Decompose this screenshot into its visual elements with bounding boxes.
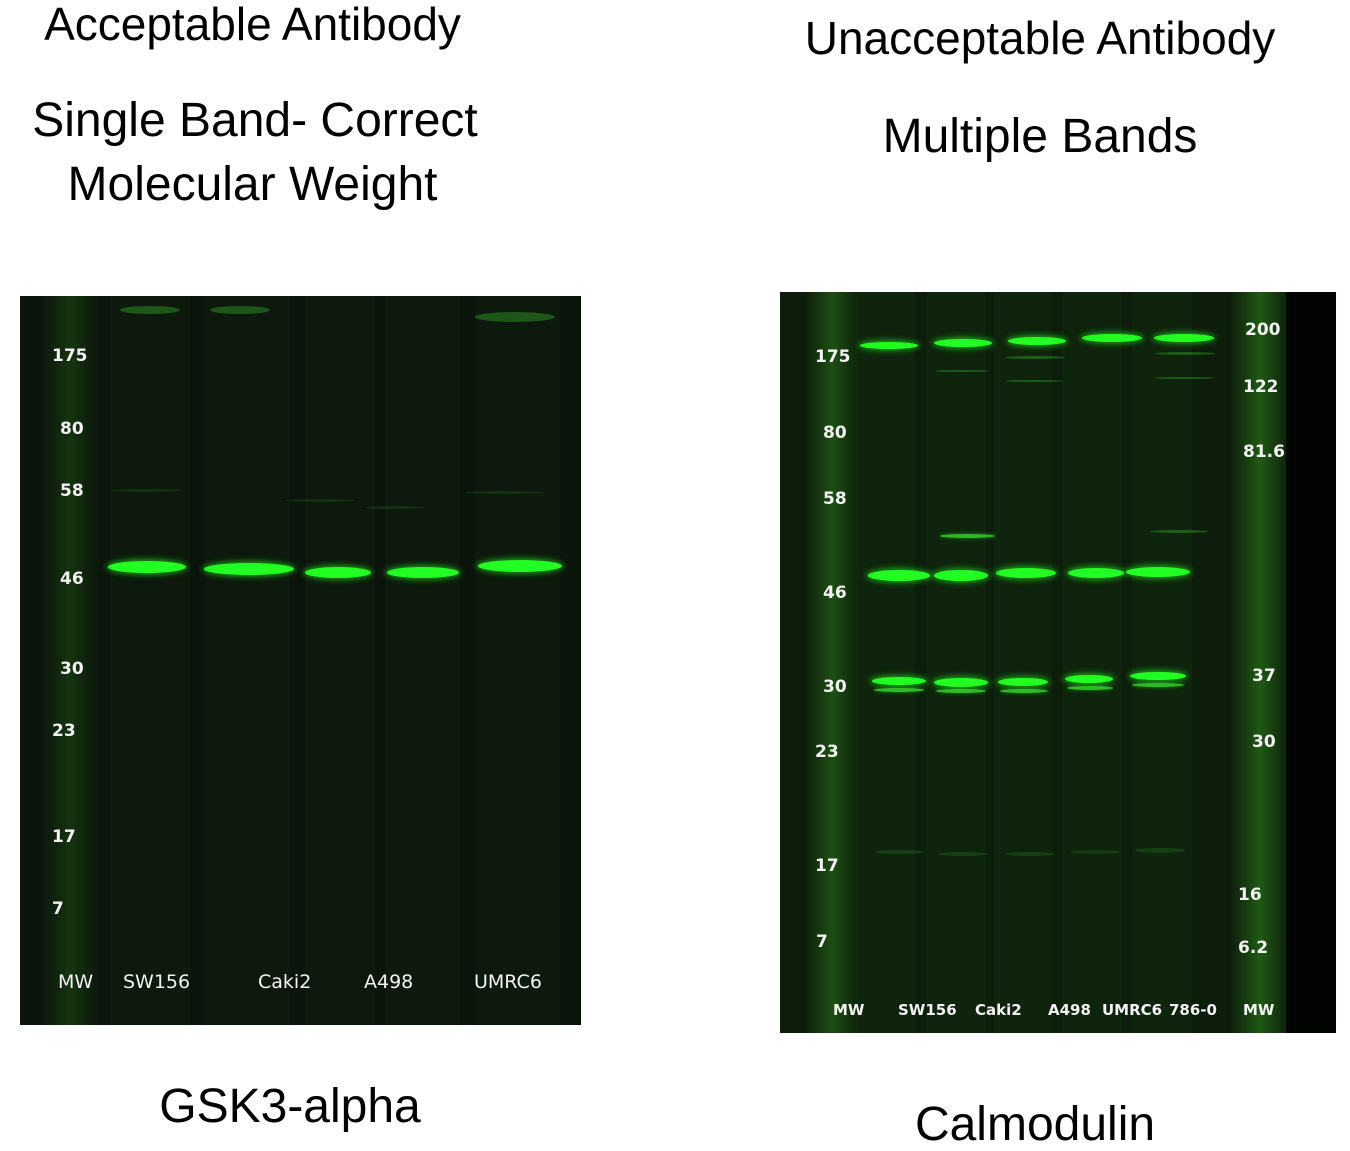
left-caption: GSK3-alpha [159, 1080, 421, 1133]
lane-label-caki2: Caki2 [975, 1001, 1022, 1019]
mw-left-58: 58 [823, 489, 847, 509]
lane-label-mw: MW [58, 971, 94, 993]
mw-left-30: 30 [823, 677, 847, 697]
band-sw156 [108, 561, 186, 573]
mw-left-7: 7 [816, 932, 828, 952]
mw-marker-80: 80 [60, 419, 84, 439]
band-umrc6 [387, 567, 459, 578]
mw-marker-7: 7 [52, 899, 64, 919]
mw-right-6-2: 6.2 [1238, 938, 1269, 958]
lane-label-mw-left: MW [833, 1001, 865, 1019]
left-title: Acceptable Antibody [44, 0, 461, 50]
mw-right-200: 200 [1245, 320, 1281, 340]
band-a498 [305, 567, 371, 578]
western-blot-calmodulin: 175 80 58 46 30 23 17 7 200 122 81.6 37 … [780, 292, 1336, 1033]
lane-label-a498: A498 [1048, 1001, 1091, 1019]
lane-label-umrc6: UMRC6 [474, 971, 542, 993]
mw-left-80: 80 [823, 423, 847, 443]
lane-label-sw156: SW156 [898, 1001, 957, 1019]
mw-right-81-6: 81.6 [1243, 442, 1285, 462]
right-title: Unacceptable Antibody [804, 12, 1276, 64]
lane-label-mw-right: MW [1243, 1001, 1275, 1019]
mw-right-122: 122 [1243, 377, 1279, 397]
lane-label-caki2: Caki2 [258, 971, 312, 993]
lane-label-sw156: SW156 [123, 971, 191, 993]
mw-right-37: 37 [1252, 666, 1276, 686]
mw-left-46: 46 [823, 583, 847, 603]
mw-left-23: 23 [815, 742, 839, 762]
band-caki2 [204, 563, 294, 575]
band-lane5 [478, 560, 562, 572]
lane-label-umrc6: UMRC6 [1102, 1001, 1163, 1019]
left-subtitle-line2: Molecular Weight [67, 158, 438, 211]
left-subtitle-line1: Single Band- Correct [32, 94, 478, 147]
western-blot-gsk3-alpha: 175 80 58 46 30 23 17 7 MW SW156 Caki2 A… [20, 296, 581, 1025]
mw-left-175: 175 [815, 347, 851, 367]
mw-marker-175: 175 [52, 346, 88, 366]
mw-right-16: 16 [1238, 885, 1262, 905]
lane-label-786-0: 786-0 [1169, 1001, 1217, 1019]
mw-marker-23: 23 [52, 721, 76, 741]
right-caption: Calmodulin [914, 1098, 1156, 1151]
mw-left-17: 17 [815, 856, 839, 876]
mw-marker-30: 30 [60, 659, 84, 679]
mw-marker-17: 17 [52, 827, 76, 847]
right-subtitle: Multiple Bands [882, 110, 1198, 163]
mw-marker-58: 58 [60, 481, 84, 501]
mw-marker-46: 46 [60, 569, 84, 589]
mw-right-30: 30 [1252, 732, 1276, 752]
lane-label-a498: A498 [364, 971, 414, 993]
